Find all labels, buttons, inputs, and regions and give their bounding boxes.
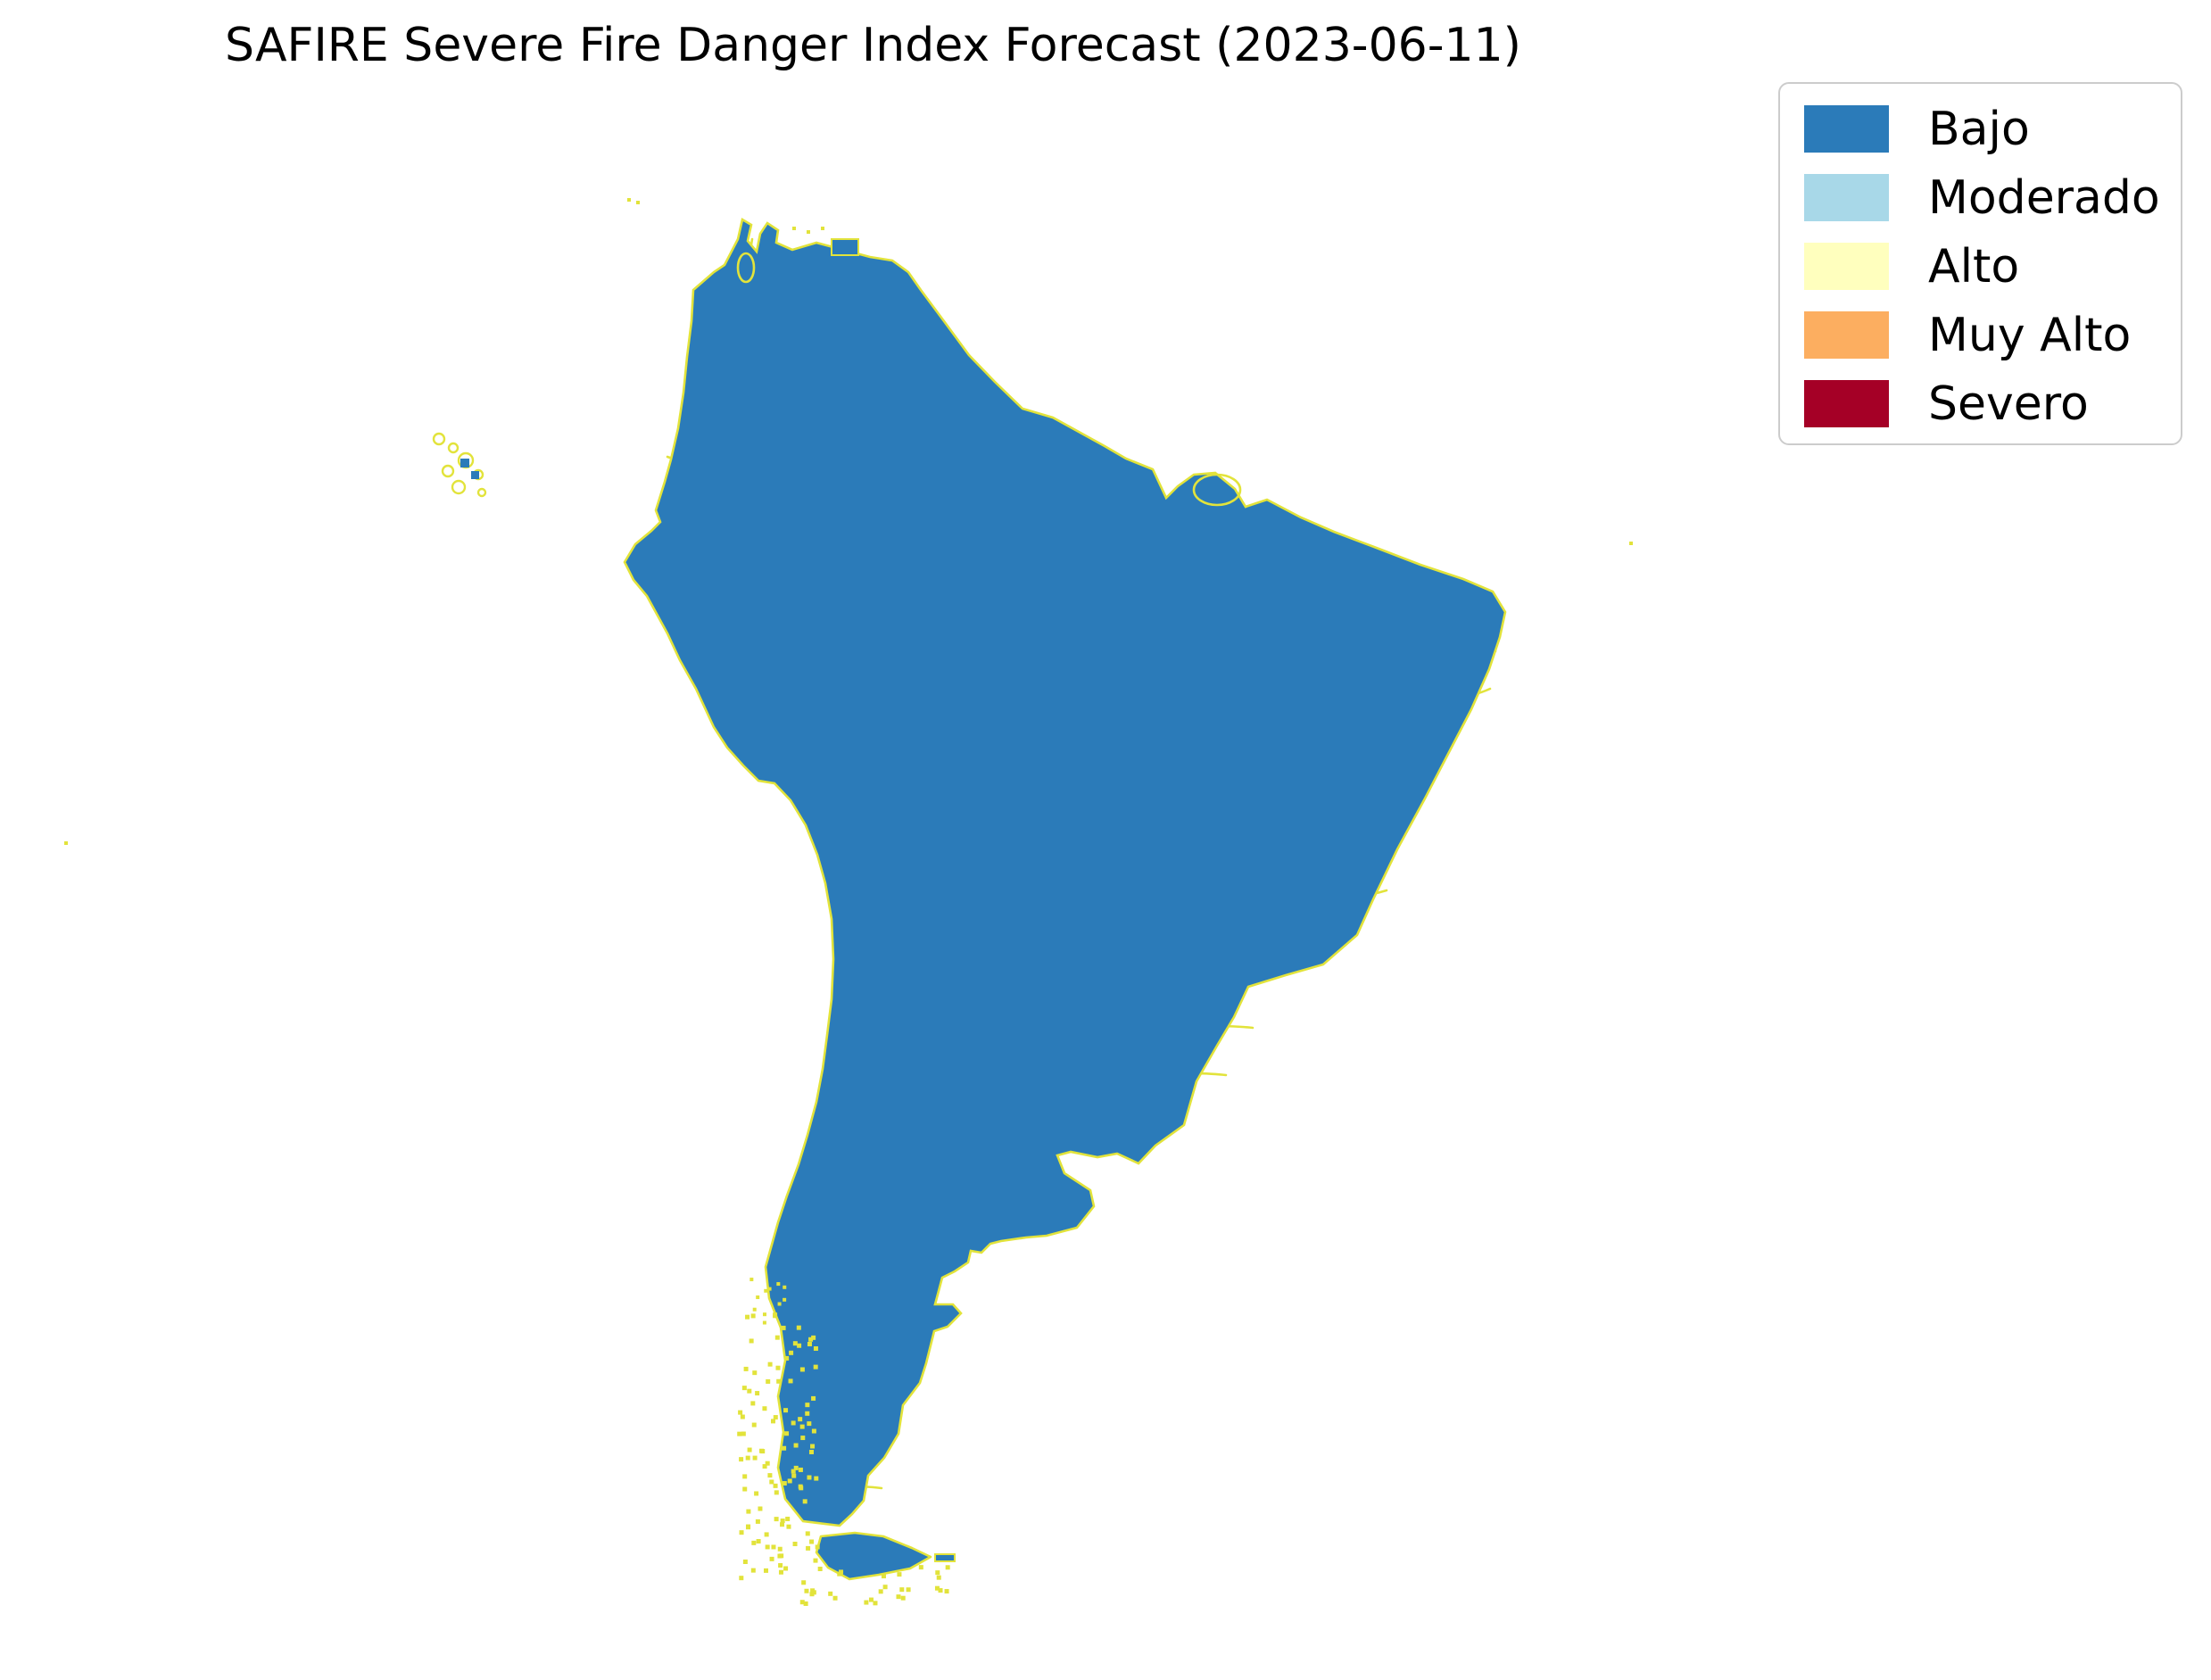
marajo-island-outline — [1192, 473, 1242, 507]
legend-swatch-severo — [1804, 380, 1889, 427]
legend-label-muy-alto: Muy Alto — [1928, 308, 2132, 362]
legend-item-muy-alto: Muy Alto — [1804, 301, 2181, 369]
tierra-del-fuego — [816, 1533, 931, 1579]
legend-label-alto: Alto — [1928, 239, 2020, 294]
figure-title: SAFIRE Severe Fire Danger Index Forecast… — [225, 19, 1521, 72]
legend-item-moderado: Moderado — [1804, 163, 2181, 232]
legend-swatch-muy-alto — [1804, 311, 1889, 359]
lake-maracaibo-outline — [736, 252, 756, 284]
legend-item-severo: Severo — [1804, 369, 2181, 438]
legend-label-severo: Severo — [1928, 377, 2089, 431]
legend: Bajo Moderado Alto Muy Alto Severo — [1778, 82, 2182, 445]
legend-label-bajo: Bajo — [1928, 102, 2030, 156]
legend-item-bajo: Bajo — [1804, 95, 2181, 163]
admin-boundaries — [623, 218, 1507, 1581]
legend-label-moderado: Moderado — [1928, 170, 2160, 225]
legend-item-alto: Alto — [1804, 232, 2181, 301]
legend-swatch-alto — [1804, 243, 1889, 290]
legend-swatch-bajo — [1804, 105, 1889, 153]
legend-swatch-moderado — [1804, 174, 1889, 221]
island-marks — [64, 198, 1633, 1606]
